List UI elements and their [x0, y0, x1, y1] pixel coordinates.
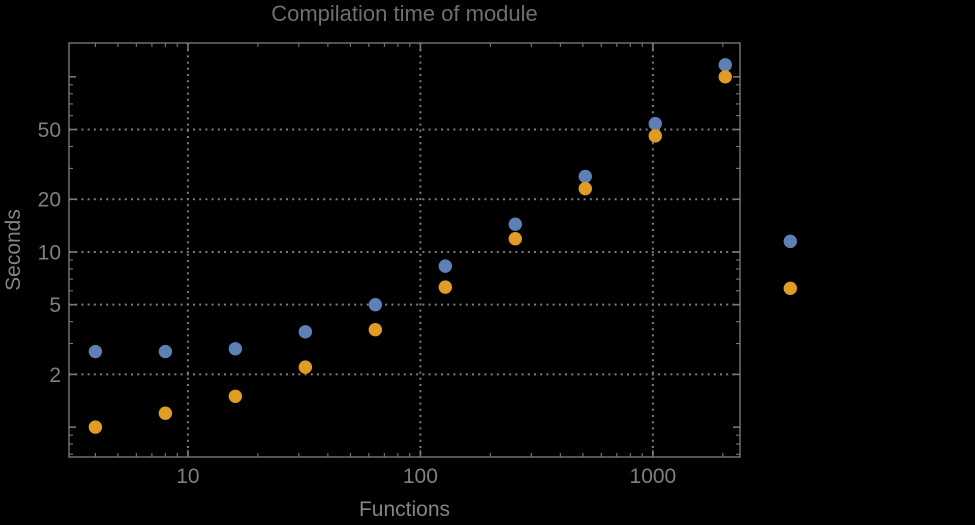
x-tick-label: 100 [403, 465, 438, 488]
data-point-orange [368, 322, 383, 337]
data-point-orange [438, 280, 453, 294]
data-point-orange [578, 181, 592, 196]
data-point-orange [88, 420, 103, 434]
data-point-orange [508, 232, 523, 246]
outside-point-orange [783, 281, 797, 296]
y-tick-label: 2 [49, 364, 61, 387]
data-point-blue [88, 344, 103, 359]
y-tick-label: 50 [38, 119, 61, 142]
x-axis-label: Functions [358, 498, 451, 521]
data-point-orange [228, 389, 243, 403]
data-point-blue [648, 116, 662, 131]
data-point-orange [718, 70, 732, 84]
data-point-blue [228, 342, 243, 356]
x-tick-label: 1000 [630, 465, 677, 488]
data-point-blue [158, 344, 173, 359]
data-point-blue [368, 297, 383, 312]
y-tick-label: 5 [49, 294, 61, 317]
data-point-orange [648, 129, 662, 143]
data-point-blue [298, 325, 313, 339]
data-point-blue [508, 217, 523, 231]
data-point-blue [578, 169, 592, 184]
chart-title: Compilation time of module [271, 1, 538, 26]
y-tick-label: 10 [38, 241, 61, 264]
data-point-blue [438, 259, 453, 273]
data-point-orange [298, 360, 313, 374]
outside-point-blue [783, 234, 797, 249]
plot-frame [68, 42, 741, 458]
data-point-orange [158, 406, 173, 420]
x-tick-label: 10 [176, 465, 199, 488]
data-point-blue [718, 58, 732, 72]
y-tick-label: 20 [38, 189, 61, 212]
